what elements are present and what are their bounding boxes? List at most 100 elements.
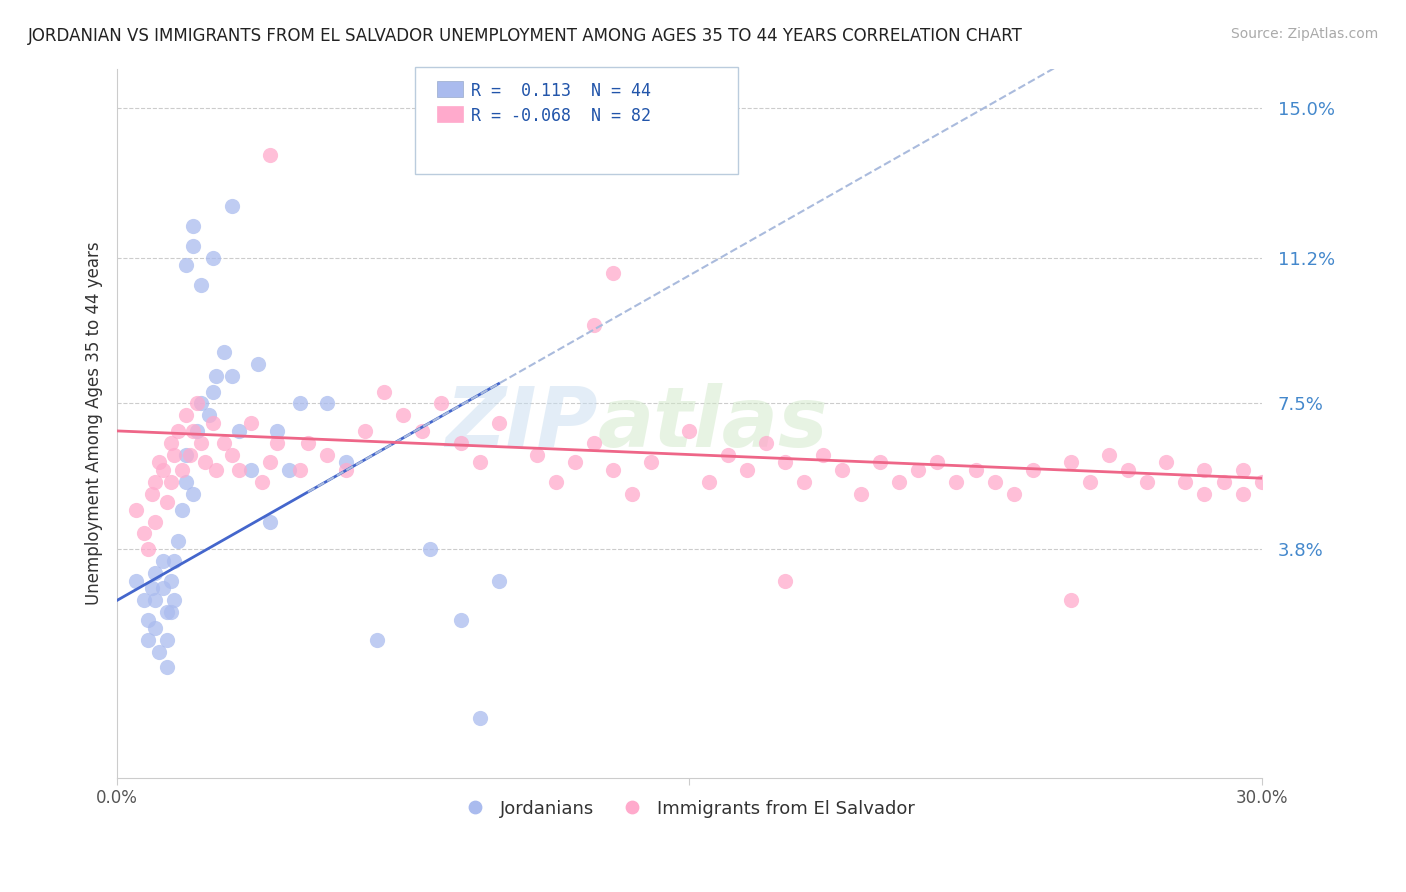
Point [1002, 487, 1025, 501]
Point [143, 593, 166, 607]
Point [190, 396, 212, 410]
Point [183, 219, 205, 233]
Point [450, 435, 472, 450]
Point [640, 455, 662, 469]
Point [190, 435, 212, 450]
Point [468, 711, 491, 725]
Point [194, 455, 217, 469]
Point [143, 566, 166, 580]
Point [174, 259, 197, 273]
Point [259, 515, 281, 529]
Point [697, 475, 720, 490]
Point [183, 424, 205, 438]
Point [163, 554, 186, 568]
Point [183, 239, 205, 253]
Point [1174, 475, 1197, 490]
Point [889, 475, 911, 490]
Point [259, 455, 281, 469]
Point [927, 455, 949, 469]
Point [678, 424, 700, 438]
Point [965, 463, 987, 477]
Point [179, 448, 201, 462]
Point [250, 475, 273, 490]
Point [228, 463, 250, 477]
Point [132, 526, 155, 541]
Point [159, 435, 181, 450]
Point [544, 475, 567, 490]
Point [190, 278, 212, 293]
Point [125, 574, 148, 588]
Point [411, 424, 433, 438]
Point [602, 463, 624, 477]
Point [430, 396, 453, 410]
Point [239, 416, 262, 430]
Point [159, 475, 181, 490]
Point [152, 463, 174, 477]
Point [1212, 475, 1234, 490]
Point [1098, 448, 1121, 462]
Point [212, 435, 235, 450]
Point [793, 475, 815, 490]
Point [564, 455, 586, 469]
Point [488, 416, 510, 430]
Point [170, 463, 193, 477]
Point [419, 542, 441, 557]
Point [290, 396, 312, 410]
Point [1194, 463, 1216, 477]
Point [583, 435, 606, 450]
Point [201, 384, 224, 399]
Text: JORDANIAN VS IMMIGRANTS FROM EL SALVADOR UNEMPLOYMENT AMONG AGES 35 TO 44 YEARS : JORDANIAN VS IMMIGRANTS FROM EL SALVADOR… [28, 27, 1024, 45]
Point [205, 368, 228, 383]
Point [167, 534, 190, 549]
Point [1232, 463, 1254, 477]
Point [205, 463, 228, 477]
Point [141, 582, 163, 596]
Point [602, 266, 624, 280]
Point [907, 463, 929, 477]
Point [156, 495, 179, 509]
Point [773, 455, 796, 469]
Point [526, 448, 548, 462]
Point [247, 357, 270, 371]
Y-axis label: Unemployment Among Ages 35 to 44 years: Unemployment Among Ages 35 to 44 years [86, 241, 103, 605]
Point [1136, 475, 1159, 490]
Point [1232, 487, 1254, 501]
Point [259, 148, 281, 162]
Point [143, 621, 166, 635]
Point [1156, 455, 1178, 469]
Point [163, 448, 186, 462]
Point [212, 345, 235, 359]
Point [148, 644, 170, 658]
Legend: Jordanians, Immigrants from El Salvador: Jordanians, Immigrants from El Salvador [457, 791, 922, 825]
Point [163, 593, 186, 607]
Point [1022, 463, 1045, 477]
Point [221, 199, 243, 213]
Point [156, 632, 179, 647]
Point [125, 502, 148, 516]
Point [183, 487, 205, 501]
Point [201, 251, 224, 265]
Point [143, 515, 166, 529]
Point [136, 542, 159, 557]
Point [373, 384, 395, 399]
Point [1194, 487, 1216, 501]
Point [773, 574, 796, 588]
Point [316, 396, 339, 410]
Point [1078, 475, 1101, 490]
Text: R = -0.068  N = 82: R = -0.068 N = 82 [471, 107, 651, 125]
Point [1250, 475, 1272, 490]
Point [159, 574, 181, 588]
Point [983, 475, 1005, 490]
Point [366, 632, 388, 647]
Point [945, 475, 967, 490]
Point [316, 448, 339, 462]
Point [239, 463, 262, 477]
Point [174, 475, 197, 490]
Point [1116, 463, 1139, 477]
Point [228, 424, 250, 438]
Point [186, 396, 208, 410]
Point [167, 424, 190, 438]
Point [335, 455, 357, 469]
Point [277, 463, 299, 477]
Point [148, 455, 170, 469]
